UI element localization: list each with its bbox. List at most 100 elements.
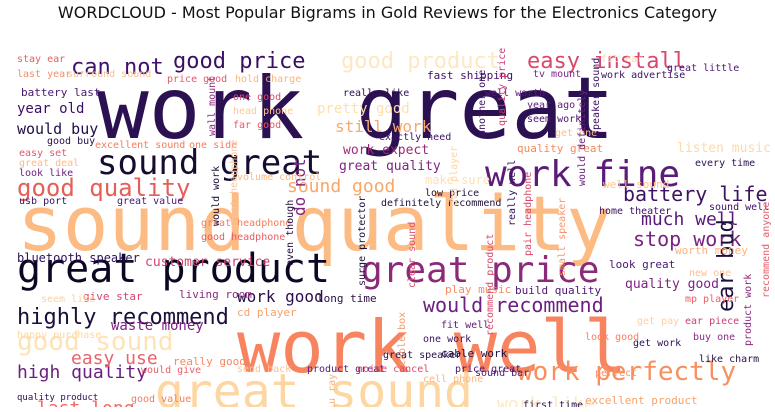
- word-work-fine: work fine: [485, 154, 680, 195]
- word-high-quality: high quality: [17, 362, 147, 383]
- word-ear-bud: ear bud: [714, 219, 739, 312]
- word-quality-product: quality product: [17, 393, 98, 403]
- word-seem-work: seem work: [527, 114, 581, 125]
- word-work-advertise: work advertise: [601, 70, 685, 81]
- word-great-little: great little: [667, 63, 739, 74]
- word-good-value: good value: [131, 394, 191, 405]
- word-one-side: one side: [189, 140, 237, 151]
- word-good-quality: good quality: [17, 174, 190, 202]
- wordcloud-title: WORDCLOUD - Most Popular Bigrams in Gold…: [57, 3, 718, 22]
- word-low-price: low price: [425, 188, 479, 199]
- word-sound-well: sound well: [709, 202, 769, 213]
- word-far-good: far good: [233, 120, 281, 131]
- word-year-ago: year ago: [527, 100, 575, 111]
- word-first-time: first time: [523, 400, 583, 407]
- word-easy-install: easy install: [527, 49, 686, 74]
- word-even-though: even though: [285, 200, 296, 266]
- word-good-price: good price: [173, 49, 305, 74]
- word-surround-sound: surround sound: [67, 69, 151, 80]
- word-stay-ear: stay ear: [17, 54, 65, 65]
- word-look-like: look like: [19, 168, 73, 179]
- word-wall-mount: wall mount: [207, 76, 218, 136]
- word-sound-quality: sound quality: [17, 179, 612, 268]
- word-work-perfectly: work perfectly: [517, 357, 736, 387]
- word-recommend-anyone: recommend anyone: [761, 202, 771, 298]
- word-one-good: one good: [233, 92, 281, 103]
- word-can-not: can not: [71, 55, 164, 80]
- wordcloud-canvas: work great sound quality work well great so…: [5, 26, 771, 407]
- word-dvd-player: dvd player: [449, 146, 460, 206]
- word-great-headphone: great headphone: [201, 218, 291, 229]
- word-cable-work: cable work: [441, 347, 508, 360]
- word-living-room: living room: [179, 288, 252, 301]
- word-quality-good: quality good: [625, 277, 719, 292]
- word-still-work: still work: [335, 117, 432, 136]
- word-every-time: every time: [695, 158, 755, 169]
- word-great-sound: great sound: [155, 364, 473, 407]
- word-really-well: really well: [507, 160, 518, 226]
- word-quality-great: quality great: [517, 142, 603, 155]
- word-clear-sound: clear sound: [407, 222, 418, 288]
- word-would-give: would give: [141, 365, 201, 376]
- word-really-like: really like: [343, 88, 409, 99]
- word-hold-charge: hold charge: [235, 74, 301, 85]
- word-battery-life: battery life: [623, 182, 768, 206]
- word-work-well: work well: [237, 305, 627, 389]
- word-pair-headphone: pair headphone: [523, 172, 534, 256]
- word-happy-purchase: happy purchase: [17, 330, 101, 341]
- word-cell-phone: cell phone: [423, 374, 483, 385]
- word-waste-money: waste money: [111, 318, 204, 334]
- word-usb-port: usb port: [19, 196, 67, 207]
- word-much-well: much well: [641, 209, 739, 230]
- word-work-great: work great: [97, 59, 615, 159]
- word-price-good: price good: [167, 74, 227, 85]
- word-mp-player: mp player: [685, 294, 739, 305]
- word-great-quality: great quality: [339, 159, 441, 174]
- word-price-great: price great: [455, 364, 521, 375]
- word-great-headphone: great headphone: [229, 140, 240, 230]
- word-cd-player: cd player: [237, 306, 297, 319]
- word-battery-last: battery last: [21, 86, 100, 99]
- word-great-speaker: great speaker: [383, 350, 461, 361]
- word-great-product: great product: [17, 246, 330, 292]
- word-get-one: get one: [555, 128, 597, 139]
- word-seem-like: seem like: [41, 294, 95, 305]
- word-good-buy: good buy: [47, 136, 95, 147]
- word-speaker-sound: speaker sound: [591, 58, 602, 136]
- word-one-work: one work: [423, 334, 471, 345]
- word-look-great: look great: [609, 258, 675, 271]
- word-sound-great: sound great: [97, 143, 322, 183]
- word-head-phone: head phone: [233, 106, 293, 117]
- word-give-star: give star: [83, 290, 143, 303]
- word-quality-price: quality price: [497, 48, 508, 126]
- word-last-year: last year: [17, 69, 71, 80]
- word-work-like: work like: [497, 394, 595, 407]
- word-would-work: would work: [211, 166, 222, 226]
- word-great-value: great value: [117, 196, 183, 207]
- word-fit-ear: fit ear: [601, 54, 643, 65]
- word-build-quality: build quality: [515, 284, 601, 297]
- word-make-sure: make sure: [425, 173, 490, 187]
- word-long-time: long time: [317, 292, 377, 305]
- word-excellent-sound: excellent sound: [95, 140, 185, 151]
- word-good-product: good product: [341, 49, 500, 74]
- word-definitely-recommend: definitely recommend: [381, 198, 501, 209]
- word-great-deal: great deal: [19, 158, 79, 169]
- word-cable-box: cable box: [397, 312, 408, 366]
- word-ear-piece: ear piece: [685, 316, 739, 327]
- word-sound-bar: sound bar: [475, 368, 529, 379]
- word-get-work: get work: [633, 338, 681, 349]
- word-another-one: another one: [477, 70, 488, 136]
- word-get-pay: get pay: [637, 316, 679, 327]
- word-perfect: perfect: [595, 368, 637, 379]
- word-listen-music: listen music: [677, 141, 771, 156]
- word-year-old: year old: [17, 101, 84, 117]
- word-fast-shipping: fast shipping: [427, 69, 513, 82]
- word-great-price: great price: [361, 250, 599, 291]
- word-do-not: do not: [290, 158, 309, 216]
- word-good-headphone: good headphone: [201, 232, 285, 243]
- word-fit-well: fit well: [441, 320, 489, 331]
- word-exactly-need: exactly need: [379, 132, 451, 143]
- word-easy-use: easy use: [71, 348, 158, 369]
- word-well-worth: well worth: [485, 88, 545, 99]
